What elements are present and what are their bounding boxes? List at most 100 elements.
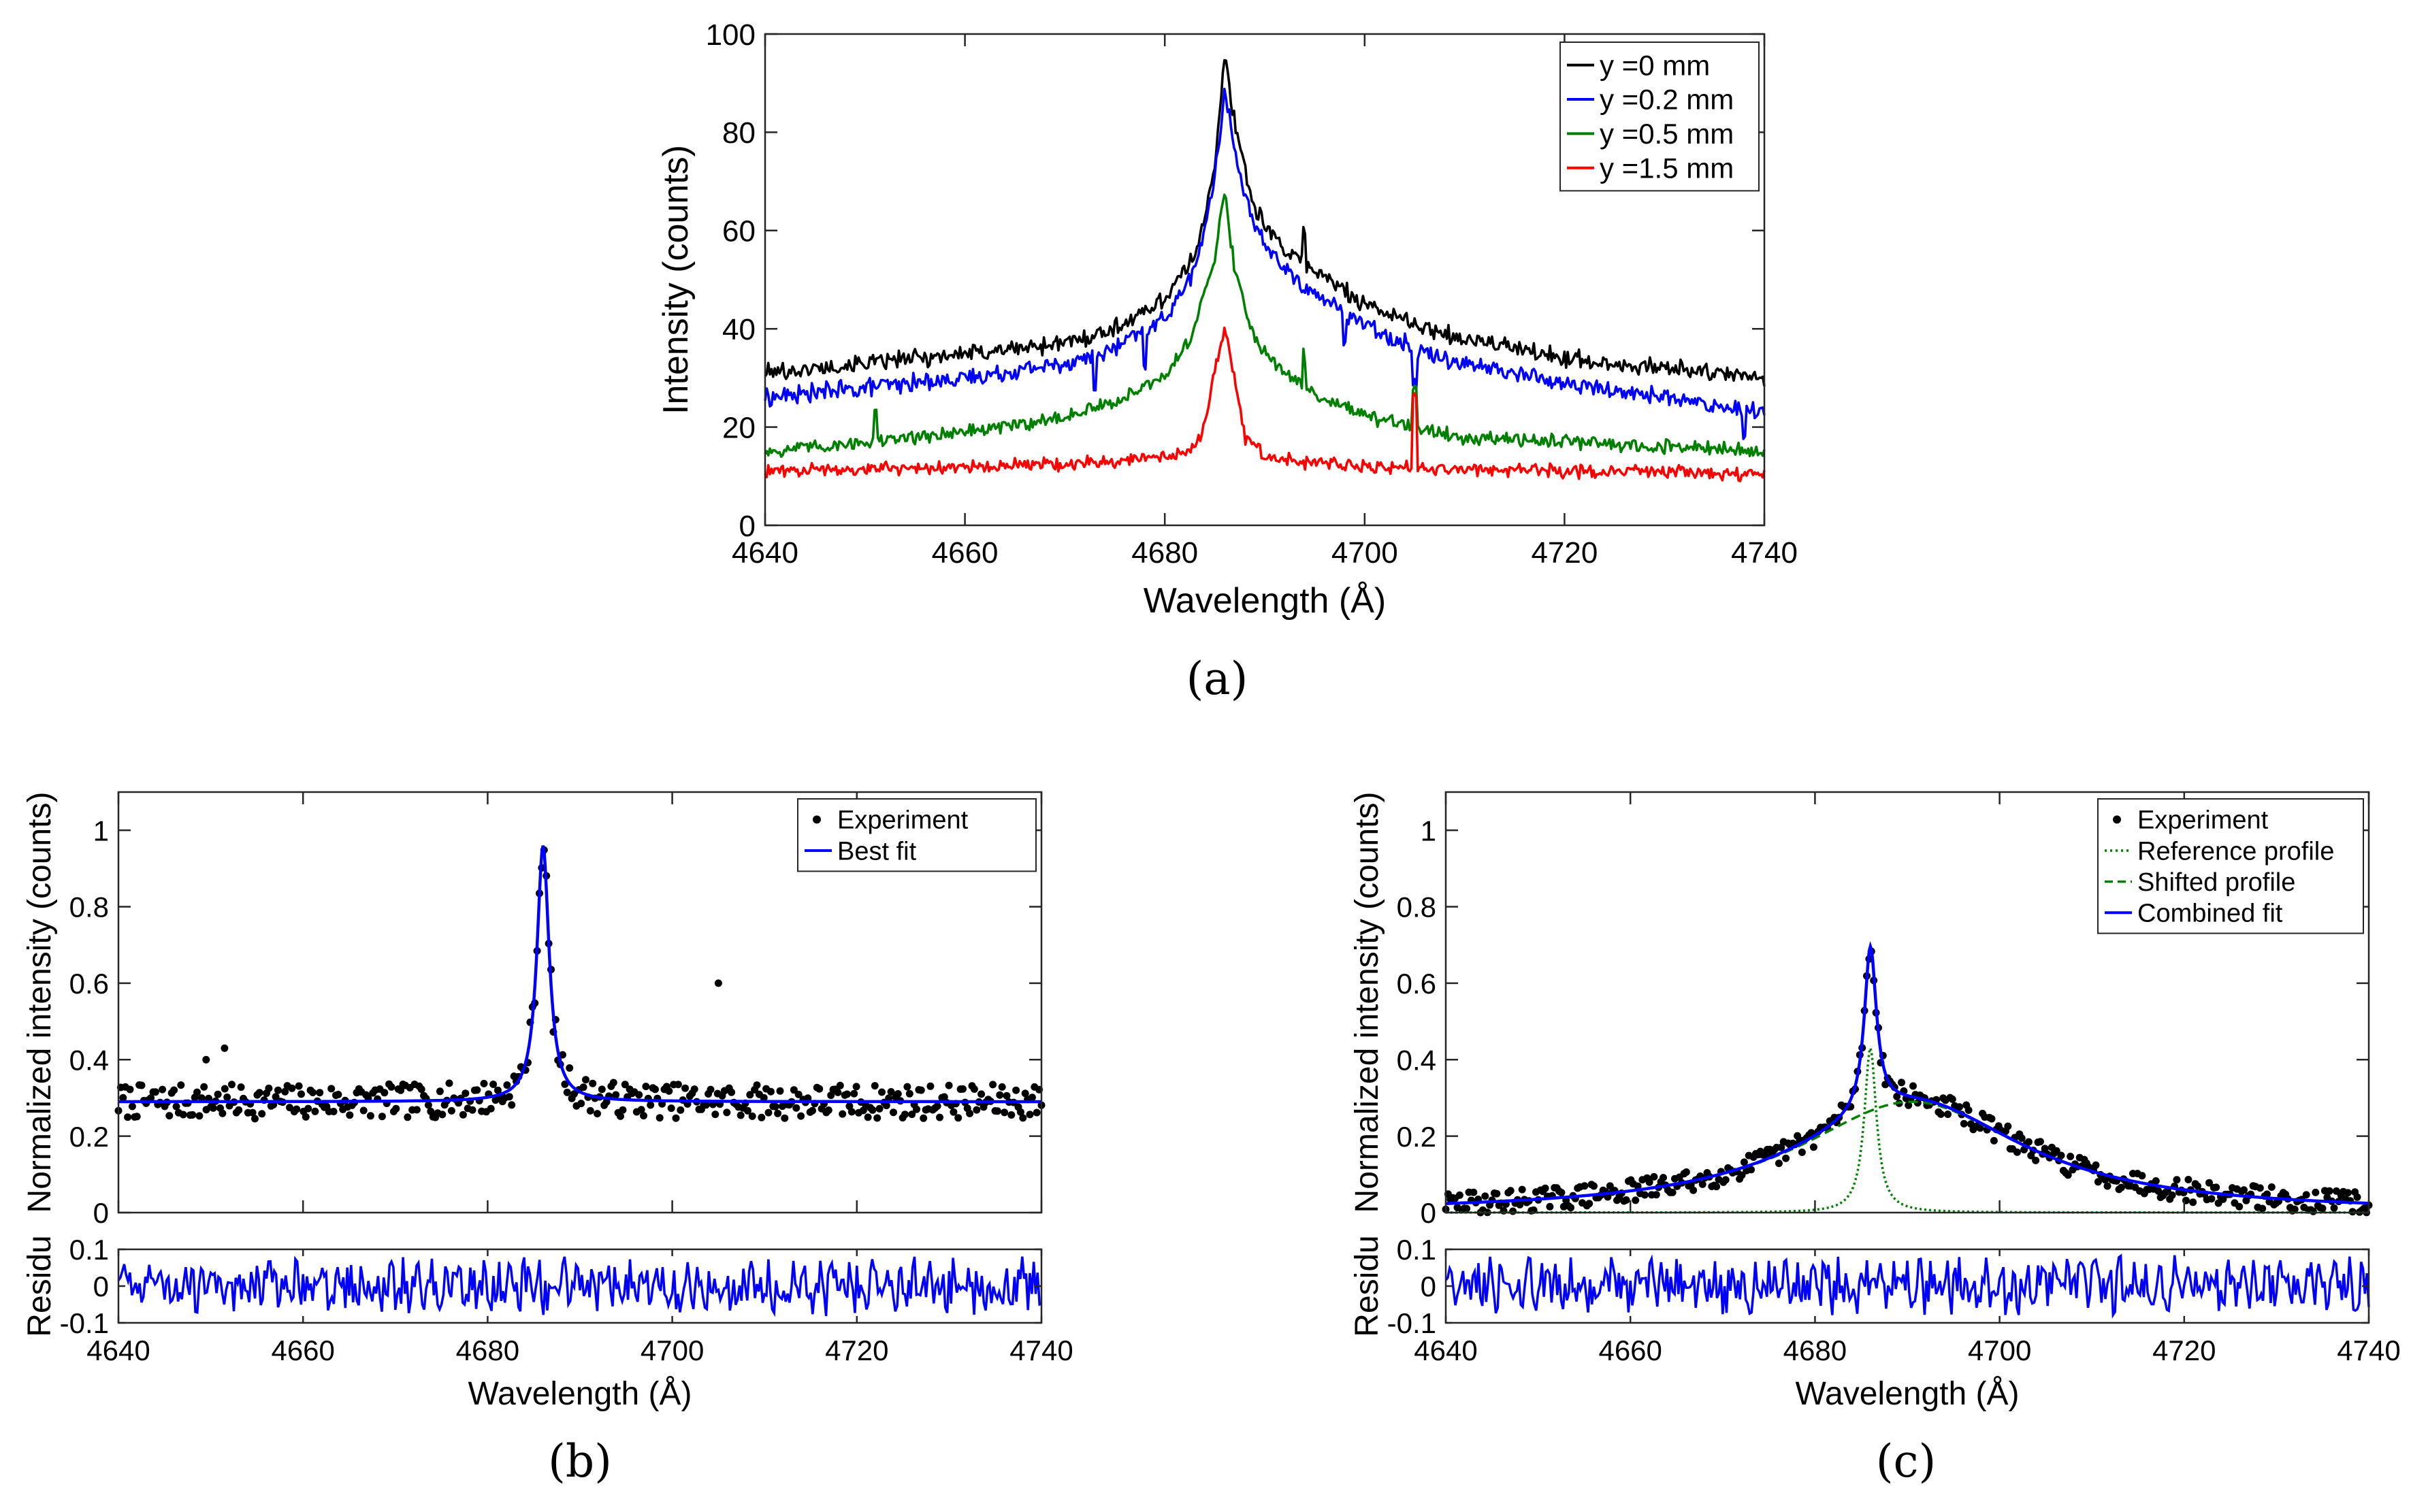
c-residual-line xyxy=(1444,1253,2370,1319)
c-experiment-point xyxy=(1898,1079,1905,1087)
a-legend-label: y =0.5 mm xyxy=(1600,118,1734,150)
b-experiment-point xyxy=(200,1083,208,1091)
a-legend-label: y =1.5 mm xyxy=(1600,152,1734,184)
c-experiment-point xyxy=(2212,1183,2220,1191)
a-ytick-label: 100 xyxy=(706,18,756,52)
a-xtick-label: 4640 xyxy=(732,536,798,570)
c-experiment-point xyxy=(1509,1207,1517,1215)
b-experiment-point xyxy=(845,1102,854,1111)
c-experiment-point xyxy=(1463,1204,1471,1213)
b-experiment-point xyxy=(834,1088,842,1096)
c-legend-label: Shifted profile xyxy=(2137,868,2295,897)
b-experiment-point xyxy=(251,1115,259,1123)
b-ytick-label: 0.2 xyxy=(69,1121,109,1153)
b-experiment-point xyxy=(723,1108,731,1117)
b-experiment-point xyxy=(438,1111,447,1119)
b-experiment-point xyxy=(316,1089,324,1097)
b-experiment-point xyxy=(1033,1108,1041,1117)
b-experiment-point xyxy=(124,1113,132,1121)
c-ytick-label: 0.8 xyxy=(1397,891,1436,923)
b-experiment-point xyxy=(753,1081,761,1089)
b-experiment-point xyxy=(193,1088,201,1096)
c-ytick-label: 0.4 xyxy=(1397,1044,1436,1076)
b-experiment-point xyxy=(397,1086,405,1094)
c-experiment-point xyxy=(1740,1158,1748,1166)
b-experiment-point xyxy=(258,1110,266,1118)
b-experiment-point xyxy=(945,1081,953,1089)
b-experiment-point xyxy=(346,1111,354,1119)
a-legend-label: y =0 mm xyxy=(1600,49,1710,81)
b-ytick-label: 0 xyxy=(93,1197,109,1229)
b-ytick-label: 0.6 xyxy=(69,968,109,1000)
b-experiment-point xyxy=(790,1086,798,1094)
b-experiment-point xyxy=(598,1085,606,1094)
b-experiment-point xyxy=(392,1104,400,1113)
b-experiment-point xyxy=(609,1079,617,1087)
c-experiment-point xyxy=(2240,1186,2248,1194)
a-legend: y =0 mmy =0.2 mmy =0.5 mmy =1.5 mm xyxy=(1559,42,1760,192)
b-experiment-point xyxy=(847,1108,856,1116)
a-xtick-label: 4680 xyxy=(1131,536,1198,570)
c-experiment-point xyxy=(2184,1176,2192,1183)
c-experiment-point xyxy=(2189,1198,2197,1206)
c-experiment-point xyxy=(2263,1190,2271,1198)
c-legend-box xyxy=(2097,798,2364,934)
b-experiment-point xyxy=(293,1105,301,1113)
c-experiment-point xyxy=(1689,1186,1698,1194)
b-experiment-point xyxy=(582,1076,589,1084)
b-experiment-point xyxy=(577,1100,585,1108)
c-experiment-point xyxy=(1622,1196,1630,1204)
b-experiment-point xyxy=(297,1090,305,1098)
a-series-line-0 xyxy=(764,59,1766,387)
c-experiment-point xyxy=(1944,1111,1952,1118)
b-experiment-point xyxy=(998,1083,1006,1091)
b-residual-xtick-label: 4720 xyxy=(825,1334,888,1366)
c-experiment-point xyxy=(1585,1200,1593,1208)
c-experiment-point xyxy=(2168,1191,2176,1199)
b-experiment-point xyxy=(209,1104,217,1112)
a-series-line-1 xyxy=(764,87,1766,440)
b-experiment-point xyxy=(797,1112,805,1120)
b-fit-line xyxy=(118,845,1041,1104)
b-experiment-point xyxy=(235,1106,243,1114)
b-y-axis-label: Normalized intensity (counts) xyxy=(22,792,58,1213)
b-experiment-point xyxy=(133,1113,141,1121)
b-experiment-point xyxy=(594,1110,601,1118)
c-panel-label: (c) xyxy=(1876,1435,1936,1488)
b-residual-ytick-label: 0 xyxy=(93,1270,109,1302)
b-experiment-point xyxy=(875,1104,884,1113)
a-panel-label: (a) xyxy=(1186,653,1248,705)
b-experiment-point xyxy=(228,1081,236,1089)
c-frame xyxy=(1444,791,2370,1214)
b-experiment-point xyxy=(378,1113,386,1121)
b-experiment-point xyxy=(1012,1086,1020,1094)
a-xtick-label: 4740 xyxy=(1731,536,1798,570)
c-experiment-point xyxy=(2004,1122,2012,1130)
b-experiment-point xyxy=(505,1093,513,1101)
c-residual-xtick-label: 4640 xyxy=(1414,1334,1477,1366)
b-experiment-point xyxy=(221,1085,229,1093)
c-experiment-point xyxy=(1721,1176,1730,1184)
b-experiment-point xyxy=(766,1087,775,1096)
b-experiment-point xyxy=(993,1107,1001,1115)
c-experiment-point xyxy=(1956,1103,1963,1111)
b-residual-xtick-label: 4700 xyxy=(641,1334,704,1366)
c-experiment-point xyxy=(1905,1101,1913,1109)
b-experiment-point xyxy=(274,1086,282,1094)
b-experiment-point xyxy=(871,1082,879,1090)
b-ytick-label: 0.8 xyxy=(69,891,109,923)
b-experiment-point xyxy=(288,1084,296,1092)
b-experiment-point xyxy=(665,1087,673,1095)
c-experiment-point xyxy=(1650,1172,1658,1181)
b-experiment-point xyxy=(966,1109,974,1117)
b-panel-label: (b) xyxy=(548,1435,612,1488)
b-experiment-point xyxy=(561,1080,569,1088)
b-experiment-point xyxy=(214,1090,222,1098)
a-ytick-label: 20 xyxy=(722,411,756,444)
b-experiment-point xyxy=(950,1108,958,1116)
c-experiment-point xyxy=(2353,1193,2361,1201)
b-experiment-point xyxy=(311,1107,319,1115)
c-experiment-point xyxy=(2013,1148,2021,1156)
c-experiment-point xyxy=(1809,1143,1817,1151)
c-experiment-point xyxy=(2064,1171,2072,1179)
